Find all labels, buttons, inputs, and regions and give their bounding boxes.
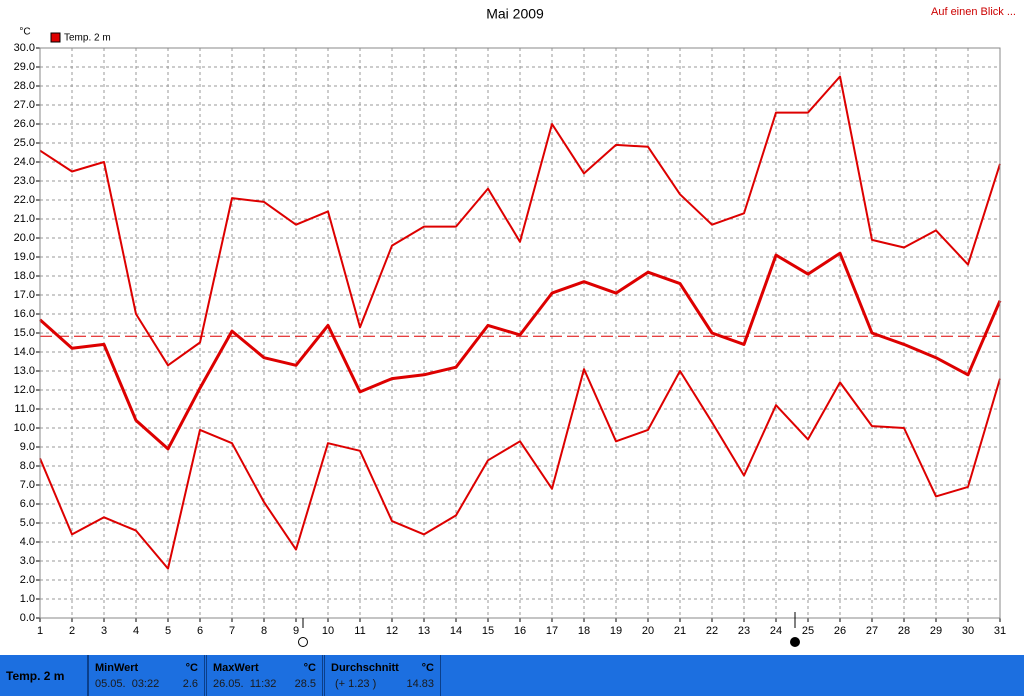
y-tick-label: 14.0: [14, 346, 35, 358]
y-tick-label: 22.0: [14, 194, 35, 206]
average-panel: Durchschnitt °C (+ 1.23 ) 14.83: [324, 655, 441, 696]
y-tick-label: 20.0: [14, 232, 35, 244]
x-tick-label: 6: [197, 625, 203, 637]
chart: Mai 2009 Auf einen Blick ... °C Temp. 2 …: [14, 6, 1016, 647]
x-tick-label: 10: [322, 625, 334, 637]
x-tick-label: 19: [610, 625, 622, 637]
max-label: MaxWert: [213, 662, 259, 674]
min-panel: MinWert °C 05.05. 03:22 2.6: [88, 655, 205, 696]
x-tick-label: 24: [770, 625, 782, 637]
x-tick-label: 13: [418, 625, 430, 637]
y-tick-label: 26.0: [14, 118, 35, 130]
summary-link[interactable]: Auf einen Blick ...: [931, 6, 1016, 18]
y-tick-label: 21.0: [14, 213, 35, 225]
y-tick-label: 13.0: [14, 365, 35, 377]
x-tick-label: 25: [802, 625, 814, 637]
x-tick-label: 5: [165, 625, 171, 637]
legend-swatch: [50, 32, 61, 43]
y-tick-label: 7.0: [20, 479, 35, 491]
y-tick-label: 17.0: [14, 289, 35, 301]
y-tick-label: 10.0: [14, 422, 35, 434]
x-tick-label: 29: [930, 625, 942, 637]
min-value: 2.6: [182, 678, 198, 690]
y-tick-label: 8.0: [20, 460, 35, 472]
x-tick-label: 27: [866, 625, 878, 637]
x-tick-label: 30: [962, 625, 974, 637]
x-tick-label: 16: [514, 625, 526, 637]
y-tick-label: 25.0: [14, 137, 35, 149]
max-panel: MaxWert °C 26.05. 11:32 28.5: [206, 655, 323, 696]
moon-new-icon: [790, 637, 800, 647]
x-tick-label: 28: [898, 625, 910, 637]
x-tick-label: 12: [386, 625, 398, 637]
plot-border: [39, 47, 1001, 619]
y-tick-label: 15.0: [14, 327, 35, 339]
average-note: (+ 1.23 ): [335, 678, 377, 690]
stats-name-panel: Temp. 2 m: [0, 655, 88, 696]
temperature-line: [39, 368, 1001, 570]
min-time: 05.05. 03:22: [95, 678, 160, 690]
x-tick-label: 21: [674, 625, 686, 637]
x-tick-label: 3: [101, 625, 107, 637]
stats-name: Temp. 2 m: [6, 669, 65, 683]
y-tick-label: 2.0: [20, 574, 35, 586]
y-tick-label: 6.0: [20, 498, 35, 510]
x-tick-label: 31: [994, 625, 1006, 637]
y-tick-label: 24.0: [14, 156, 35, 168]
y-tick-label: 27.0: [14, 99, 35, 111]
max-unit: °C: [303, 662, 316, 674]
x-tick-label: 15: [482, 625, 494, 637]
x-tick-label: 26: [834, 625, 846, 637]
y-tick-label: 11.0: [14, 403, 35, 415]
y-tick-label: 23.0: [14, 175, 35, 187]
min-unit: °C: [185, 662, 198, 674]
y-tick-label: 16.0: [14, 308, 35, 320]
y-tick-label: 4.0: [20, 536, 35, 548]
x-tick-label: 20: [642, 625, 654, 637]
x-tick-label: 11: [354, 625, 365, 637]
y-tick-label: 1.0: [20, 593, 35, 605]
y-tick-label: 18.0: [14, 270, 35, 282]
max-time: 26.05. 11:32: [213, 678, 277, 690]
temperature-line: [39, 251, 1002, 451]
average-value: 14.83: [406, 678, 434, 690]
stats-bar: Temp. 2 m MinWert °C 05.05. 03:22 2.6 Ma…: [0, 655, 1024, 696]
x-tick-label: 22: [706, 625, 718, 637]
y-axis-label: °C: [19, 27, 30, 38]
average-label: Durchschnitt: [331, 662, 399, 674]
x-tick-label: 18: [578, 625, 590, 637]
average-unit: °C: [421, 662, 434, 674]
x-tick-label: 1: [37, 625, 43, 637]
max-value: 28.5: [294, 678, 316, 690]
x-tick-label: 23: [738, 625, 750, 637]
legend-label: Temp. 2 m: [64, 33, 111, 44]
temperature-line: [39, 75, 1001, 367]
y-tick-label: 5.0: [20, 517, 35, 529]
y-tick-label: 19.0: [14, 251, 35, 263]
x-tick-label: 17: [546, 625, 558, 637]
y-tick-label: 28.0: [14, 80, 35, 92]
chart-title: Mai 2009: [486, 6, 544, 22]
y-tick-label: 12.0: [14, 384, 35, 396]
y-tick-label: 0.0: [20, 612, 35, 624]
y-tick-label: 30.0: [14, 42, 35, 54]
x-tick-label: 9: [293, 625, 299, 637]
y-tick-label: 29.0: [14, 61, 35, 73]
min-label: MinWert: [95, 662, 139, 674]
x-tick-label: 8: [261, 625, 267, 637]
moon-full-icon: [298, 637, 308, 647]
y-tick-label: 3.0: [20, 555, 35, 567]
y-tick-label: 9.0: [20, 441, 35, 453]
x-tick-label: 7: [229, 625, 235, 637]
x-tick-label: 2: [69, 625, 75, 637]
x-tick-label: 14: [450, 625, 462, 637]
x-tick-label: 4: [133, 625, 139, 637]
